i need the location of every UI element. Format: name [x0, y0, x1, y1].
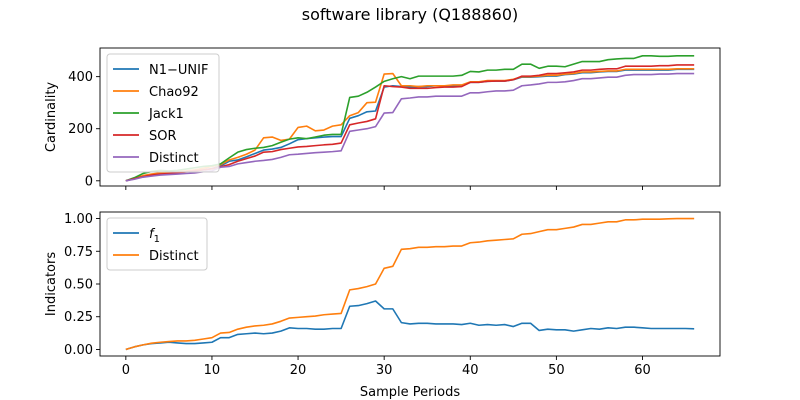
y-tick-label: 0.00: [64, 343, 93, 358]
y-tick-label: 200: [68, 122, 93, 137]
figure-title: software library (Q188860): [302, 5, 519, 24]
legend-label: Distinct: [149, 151, 199, 166]
legend-label: SOR: [149, 129, 177, 144]
x-tick-label: 10: [204, 363, 221, 378]
legend: N1−UNIF Chao92 Jack1 SOR Distinct: [106, 53, 220, 173]
y-tick-label: 0.25: [64, 310, 93, 325]
axes-indicators: 0 10 20 30 40 50 60 0.00 0.25 0.50 0.75 1.00 Indicat…: [44, 211, 721, 378]
legend: f1 Distinct: [106, 217, 208, 271]
x-tick-label: 20: [290, 363, 307, 378]
legend-label: N1−UNIF: [149, 63, 208, 78]
legend-label: Jack1: [148, 107, 184, 122]
y-tick-label: 400: [68, 70, 93, 85]
series-line-1: [125, 217, 695, 351]
y-tick-label: 0.50: [64, 278, 93, 293]
y-axis-label: Indicators: [44, 252, 59, 316]
x-tick-label: 40: [462, 363, 479, 378]
x-tick-label: 0: [122, 363, 130, 378]
legend-box: [106, 217, 208, 271]
y-axis-label: Cardinality: [44, 82, 59, 153]
x-axis-label: Sample Periods: [360, 385, 460, 400]
legend-box: [106, 53, 220, 173]
x-tick-label: 60: [634, 363, 651, 378]
y-tick-label: 1.00: [64, 212, 93, 227]
x-tick-label: 50: [548, 363, 565, 378]
series-line-4: [125, 72, 695, 182]
axes-frame: [99, 47, 721, 187]
legend-label: f1: [149, 227, 160, 245]
axes-cardinality: 0 200 400 Cardinality N1−UNIF Chao92 Jack1 SOR D…: [44, 47, 721, 190]
x-tick-label: 30: [376, 363, 393, 378]
y-tick-label: 0.75: [64, 245, 93, 260]
legend-label: Distinct: [149, 249, 199, 264]
series-line-2: [125, 55, 695, 182]
y-tick-label: 0: [85, 174, 93, 189]
series-line-0: [125, 300, 695, 351]
legend-label: Chao92: [149, 85, 199, 100]
